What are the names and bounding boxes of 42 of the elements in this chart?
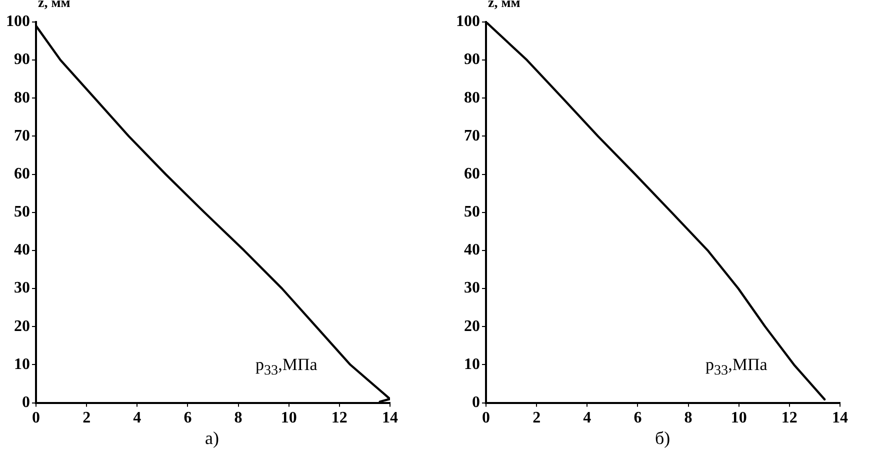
y-tick-label: 10 — [464, 356, 480, 373]
y-tick-label: 100 — [6, 13, 30, 30]
x-axis-title: p$_{33}$,МПа — [255, 354, 318, 380]
y-tick-label: 60 — [464, 165, 480, 182]
y-tick-label: 60 — [14, 165, 30, 182]
x-tick-label: 8 — [234, 410, 242, 427]
y-tick-label: 40 — [14, 242, 30, 259]
x-tick-label: 14 — [382, 410, 398, 427]
x-tick-label: 10 — [280, 410, 297, 427]
y-tick-label: 40 — [464, 242, 480, 259]
y-tick-label: 80 — [464, 89, 480, 106]
text: а) — [205, 428, 219, 449]
y-tick-label: 20 — [464, 318, 480, 335]
y-tick-label: 90 — [14, 51, 30, 68]
x-tick-label: 6 — [184, 410, 192, 427]
y-tick-label: 90 — [464, 51, 480, 68]
x-tick-label: 12 — [331, 410, 348, 427]
x-tick-label: 2 — [532, 410, 541, 427]
x-tick-label: 4 — [583, 410, 592, 427]
y-tick-label: 70 — [464, 127, 480, 144]
y-tick-label: 70 — [14, 127, 30, 144]
x-tick-label: 2 — [82, 410, 91, 427]
x-tick-label: 8 — [684, 410, 692, 427]
y-axis-title: z, мм — [488, 0, 520, 12]
y-tick-label: 0 — [472, 394, 480, 411]
y-tick-label: 50 — [14, 204, 30, 221]
x-tick-label: 4 — [133, 410, 142, 427]
x-tick-label: 12 — [781, 410, 798, 427]
x-axis-title: p$_{33}$,МПа — [705, 354, 768, 380]
text: б) — [655, 428, 670, 449]
y-tick-label: 0 — [22, 394, 30, 411]
y-axis-title: z, мм — [38, 0, 70, 12]
y-tick-label: 20 — [14, 318, 30, 335]
y-tick-label: 100 — [456, 13, 480, 30]
y-tick-label: 30 — [464, 280, 480, 297]
y-tick-label: 50 — [464, 204, 480, 221]
x-tick-label: 14 — [832, 410, 848, 427]
y-tick-label: 10 — [14, 356, 30, 373]
y-tick-label: 30 — [14, 280, 30, 297]
x-tick-label: 6 — [634, 410, 642, 427]
x-tick-label: 10 — [730, 410, 747, 427]
y-tick-label: 80 — [14, 89, 30, 106]
